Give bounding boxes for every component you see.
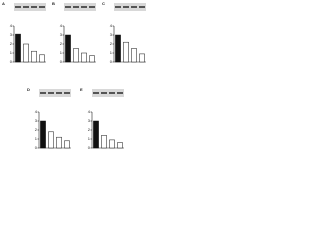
blot-band [64,92,70,94]
panel-label: D [27,87,30,92]
blot-band [31,6,37,8]
blot-band [73,6,79,8]
blot-band [115,6,121,8]
bar [15,33,21,63]
blot-band [65,6,71,8]
bar [109,139,115,149]
bar [31,50,37,63]
blot-band [117,92,123,94]
bar [48,131,54,149]
y-tick-label: 2 [110,41,113,46]
blot-band [101,92,107,94]
blot-band [123,6,129,8]
y-tick-label: 4 [35,109,38,114]
y-tick-label: 1 [88,136,91,141]
bar [73,48,79,63]
y-tick-label: 1 [10,50,13,55]
blot-band [40,92,46,94]
figure: A 0 1 2 3 4 B 0 1 2 3 4 C 0 1 2 3 4 D 0 1 2 3 4 E 0 1 2 3 4 [2,1,146,150]
blot-band [131,6,137,8]
bar [101,135,107,149]
y-tick-label: 3 [110,32,113,37]
blot-band [139,6,145,8]
blot [14,3,46,11]
y-tick-label: 2 [10,41,13,46]
y-tick-label: 0 [110,59,113,64]
blot-band [89,6,95,8]
bar [65,34,71,63]
y-tick-label: 4 [110,23,113,28]
y-tick-label: 1 [110,50,113,55]
panel-label: A [2,1,5,6]
bar [139,53,145,63]
bar [40,120,46,149]
blot-band [15,6,21,8]
bar [23,43,29,63]
y-tick-label: 4 [10,23,13,28]
bar [56,136,62,149]
panel-label: C [102,1,105,6]
y-tick-label: 0 [88,145,91,150]
bar [89,55,95,63]
y-tick-label: 0 [60,59,63,64]
y-tick-label: 1 [60,50,63,55]
bar [93,120,99,149]
y-tick-label: 4 [60,23,63,28]
blot-band [93,92,99,94]
blot-band [48,92,54,94]
bar [117,142,123,149]
y-tick-label: 2 [60,41,63,46]
y-tick-label: 2 [88,127,91,132]
blot-band [109,92,115,94]
y-tick-label: 2 [35,127,38,132]
y-tick-label: 1 [35,136,38,141]
y-tick-label: 0 [10,59,13,64]
blot-band [39,6,45,8]
panel-label: E [80,87,83,92]
blot [39,89,71,97]
blot-band [23,6,29,8]
panel-label: B [52,1,55,6]
blot-band [81,6,87,8]
bar [115,34,121,63]
blot [92,89,124,97]
bar [81,52,87,63]
bar [64,140,70,149]
y-tick-label: 3 [10,32,13,37]
blot-band [56,92,62,94]
y-tick-label: 4 [88,109,91,114]
y-tick-label: 0 [35,145,38,150]
y-tick-label: 3 [88,118,91,123]
blot [64,3,96,11]
bar [123,41,129,63]
y-tick-label: 3 [60,32,63,37]
bar [39,54,45,63]
bar [131,48,137,63]
blot [114,3,146,11]
y-tick-label: 3 [35,118,38,123]
